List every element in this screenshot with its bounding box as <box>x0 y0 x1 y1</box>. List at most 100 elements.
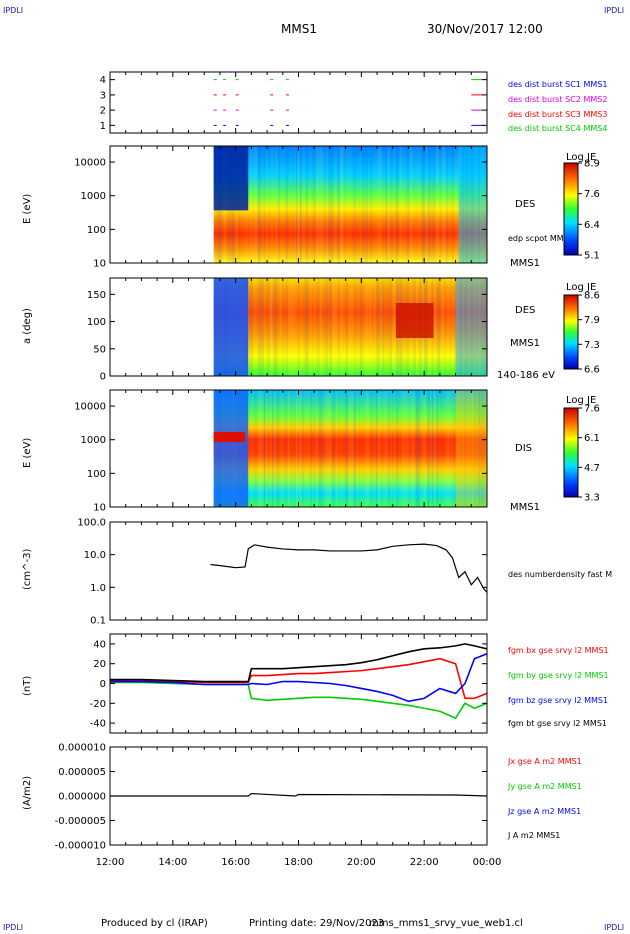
corner-label-top-right: IPDLI <box>604 6 625 15</box>
spectrogram-stripe-2 <box>345 278 348 376</box>
legend-burst-sc3: des dist burst SC3 MMS3 <box>508 110 608 119</box>
spectrogram-stripe-2 <box>309 278 312 376</box>
spectrogram-stripe-2 <box>291 278 294 376</box>
colorbar-tick-label-1: 5.1 <box>584 251 600 262</box>
spectrogram-stripe-2 <box>275 278 278 376</box>
spectrogram-stripe-2 <box>324 278 326 376</box>
spectrogram-stripe-3 <box>481 390 484 507</box>
spectrogram-stripe-3 <box>298 390 300 507</box>
spectrogram-stripe-3 <box>257 390 260 507</box>
spectrogram-stripe-1 <box>353 146 356 263</box>
spectrogram-stripe-3 <box>295 390 298 507</box>
colorbar-tick-label-2: 7.9 <box>584 315 600 326</box>
b-line <box>110 657 488 700</box>
spectrogram-stripe-1 <box>431 146 434 263</box>
spectrogram-stripe-3 <box>392 390 394 507</box>
spectrogram-stripe-1 <box>369 146 372 263</box>
spectrogram-stripe-2 <box>435 278 438 376</box>
spectrogram-stripe-2 <box>287 278 290 376</box>
ytick-label-5: 20 <box>93 659 106 670</box>
spectrogram-stripe-1 <box>384 146 386 263</box>
spectrogram-stripe-1 <box>419 146 422 263</box>
spectrogram-stripe-2 <box>446 278 448 376</box>
spectrogram-stripe-2 <box>440 278 442 376</box>
des-pitch-hot-spot <box>395 303 434 338</box>
spectrogram-stripe-1 <box>297 146 300 263</box>
ytick-label-3: 10 <box>93 503 106 514</box>
spectrogram-stripe-3 <box>285 390 288 507</box>
colorbar-tick-label-1: 6.4 <box>584 220 600 231</box>
ytick-label-6: -0.000010 <box>55 841 106 852</box>
spectrogram-stripe-1 <box>301 146 304 263</box>
spectrogram-stripe-1 <box>451 146 454 263</box>
spectrogram-stripe-3 <box>429 390 432 507</box>
spectrogram-stripe-3 <box>427 390 430 507</box>
ytick-label-4: 0.1 <box>90 616 106 627</box>
ytick-label-6: 0.000005 <box>58 767 106 778</box>
corner-label-bottom-left: IPDLI <box>3 923 24 932</box>
time-tick-label: 14:00 <box>158 857 187 868</box>
spectrogram-stripe-3 <box>408 390 410 507</box>
spectrogram-stripe-1 <box>305 146 308 263</box>
spectrogram-stripe-3 <box>265 390 268 507</box>
spectrogram-stripe-3 <box>477 390 480 507</box>
spectrogram-stripe-1 <box>336 146 338 263</box>
spectrogram-stripe-2 <box>251 278 254 376</box>
spectrogram-stripe-1 <box>352 146 354 263</box>
spectrogram-2 <box>213 278 488 376</box>
time-tick-label: 22:00 <box>410 857 439 868</box>
legend-burst-sc1: des dist burst SC1 MMS1 <box>508 80 608 89</box>
ytick-label-6: -0.000005 <box>55 816 106 827</box>
spectrogram-stripe-1 <box>405 146 408 263</box>
spectrogram-stripe-3 <box>362 390 364 507</box>
spectrogram-stripe-3 <box>383 390 386 507</box>
ytick-label-6: 0.000000 <box>58 792 106 803</box>
ytick-label-5: 0 <box>100 679 106 690</box>
spectrogram-stripe-2 <box>349 278 352 376</box>
colorbar-tick-label-2: 6.6 <box>584 365 600 376</box>
ytick-label-4: 100.0 <box>77 518 106 529</box>
spectrogram-stripe-2 <box>443 278 446 376</box>
spectrogram-stripe-1 <box>331 146 334 263</box>
spectrogram-stripe-2 <box>384 278 386 376</box>
spectrogram-stripe-2 <box>273 278 276 376</box>
ytick-label-2: 0 <box>100 372 106 383</box>
spectrogram-stripe-3 <box>327 390 330 507</box>
spectrogram-stripe-3 <box>457 390 460 507</box>
spectrogram-stripe-1 <box>321 146 324 263</box>
spectrogram-stripe-1 <box>282 146 284 263</box>
spectrogram-stripe-3 <box>290 390 292 507</box>
spectrogram-stripe-2 <box>322 278 324 376</box>
ytick-label-5: 40 <box>93 639 106 650</box>
legend-jz: Jz gse A m2 MMS1 <box>508 807 582 816</box>
spacecraft-title: MMS1 <box>281 22 317 36</box>
spectrogram-stripe-3 <box>299 390 302 507</box>
spectrogram-stripe-2 <box>449 278 452 376</box>
spectrogram-stripe-3 <box>256 390 258 507</box>
spectrogram-stripe-3 <box>338 390 340 507</box>
spectrogram-stripe-2 <box>272 278 274 376</box>
spectrogram-stripe-1 <box>414 146 416 263</box>
spectrogram-stripe-3 <box>325 390 328 507</box>
spectrogram-stripe-2 <box>293 278 296 376</box>
bottom-label-des-pitch: 140-186 eV <box>497 370 555 381</box>
spectrogram-stripe-3 <box>321 390 324 507</box>
spectrogram-3 <box>213 390 488 507</box>
spectrogram-stripe-2 <box>319 278 322 376</box>
side-label-des-pitch: DES <box>515 305 536 316</box>
spectrogram-stripe-2 <box>451 278 454 376</box>
spectrogram-stripe-1 <box>275 146 278 263</box>
spectrogram-stripe-3 <box>271 390 274 507</box>
ytick-label-6: 0.000010 <box>58 743 106 754</box>
spectrogram-stripe-1 <box>255 146 258 263</box>
spectrogram-stripe-1 <box>379 146 382 263</box>
spectrogram-stripe-2 <box>331 278 334 376</box>
spectrogram-stripe-1 <box>409 146 412 263</box>
footer-printing-date: Printing date: 29/Nov/2023 <box>249 918 385 929</box>
colorbar-tick-label-2: 8.6 <box>584 291 600 302</box>
spectrogram-stripe-2 <box>281 278 284 376</box>
spectrogram-stripe-2 <box>328 278 330 376</box>
spectrogram-stripe-2 <box>364 278 366 376</box>
colorbar-title-2: Log JE <box>566 282 597 293</box>
spectrogram-stripe-2 <box>308 278 310 376</box>
